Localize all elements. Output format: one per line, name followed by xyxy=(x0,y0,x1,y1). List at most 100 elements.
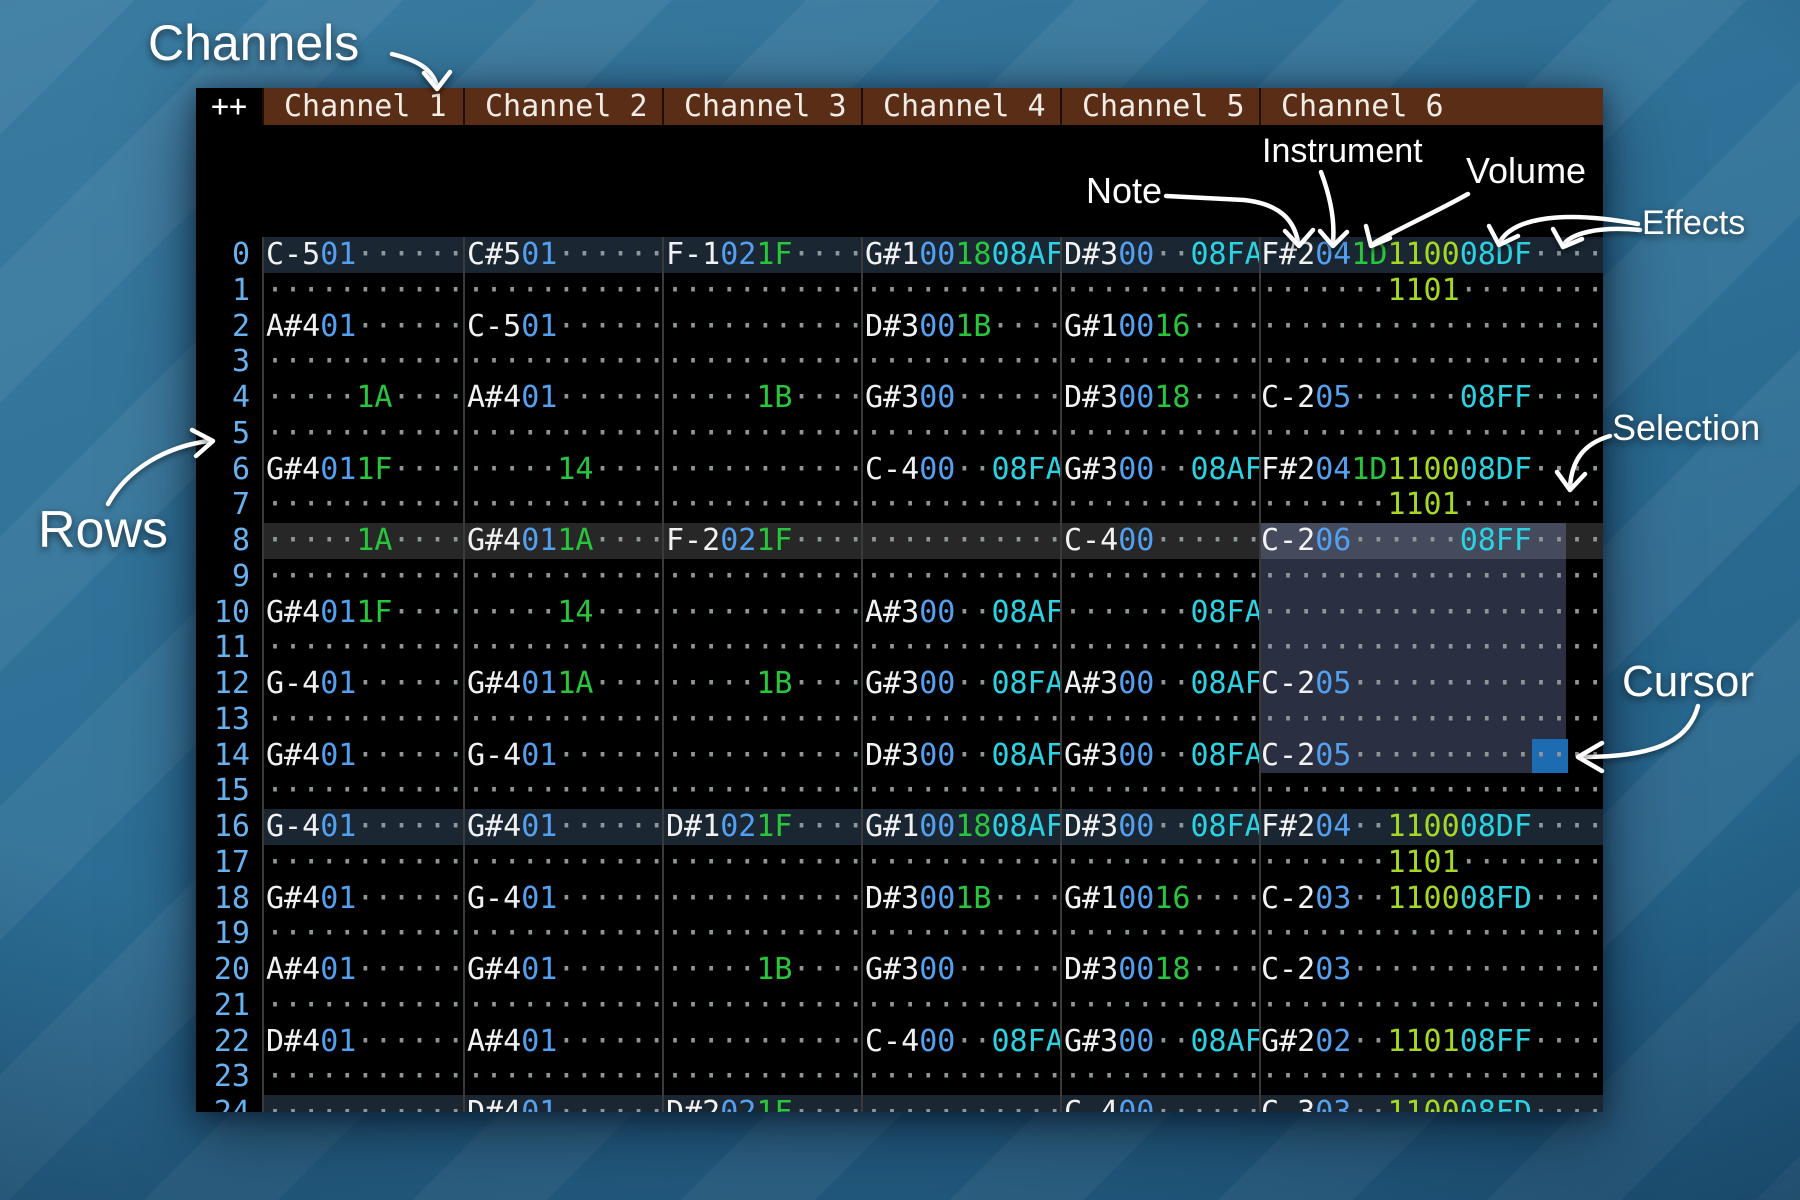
pattern-cell-ch6-row13[interactable]: ··················· xyxy=(1259,701,1603,738)
pattern-cell-ch3-row7[interactable]: ··········· xyxy=(662,487,861,523)
pattern-cell-ch3-row11[interactable]: ··········· xyxy=(662,630,861,666)
pattern-cell-ch2-row10[interactable]: ·····14···· xyxy=(463,594,662,631)
pattern-cell-ch3-row1[interactable]: ··········· xyxy=(662,272,861,309)
pattern-cell-ch2-row22[interactable]: A#401······ xyxy=(463,1023,662,1060)
pattern-cell-ch1-row9[interactable]: ··········· xyxy=(262,558,463,595)
pattern-cell-ch3-row19[interactable]: ··········· xyxy=(662,916,861,952)
pattern-cell-ch1-row15[interactable]: ··········· xyxy=(262,773,463,809)
pattern-cell-ch2-row23[interactable]: ··········· xyxy=(463,1059,662,1095)
pattern-cell-ch6-row0[interactable]: F#2041D110008DF···· xyxy=(1259,237,1603,273)
pattern-cell-ch4-row14[interactable]: D#300··08AF xyxy=(861,737,1060,774)
pattern-cell-ch3-row24[interactable]: D#2021F···· xyxy=(662,1095,861,1112)
pattern-cell-ch1-row5[interactable]: ··········· xyxy=(262,415,463,452)
pattern-cell-ch4-row13[interactable]: ··········· xyxy=(861,701,1060,738)
pattern-cell-ch4-row10[interactable]: A#300··08AF xyxy=(861,594,1060,631)
pattern-cell-ch6-row9[interactable]: ··················· xyxy=(1259,558,1603,595)
pattern-cell-ch1-row23[interactable]: ··········· xyxy=(262,1059,463,1095)
pattern-cell-ch4-row18[interactable]: D#3001B···· xyxy=(861,880,1060,917)
pattern-cell-ch1-row11[interactable]: ··········· xyxy=(262,630,463,666)
pattern-cell-ch3-row0[interactable]: F-1021F···· xyxy=(662,237,861,273)
pattern-cell-ch4-row12[interactable]: G#300··08FA xyxy=(861,666,1060,702)
pattern-cell-ch3-row18[interactable]: ··········· xyxy=(662,880,861,917)
channel-header-1[interactable]: Channel 1 xyxy=(262,88,463,125)
pattern-cell-ch3-row4[interactable]: ·····1B···· xyxy=(662,380,861,416)
pattern-cell-ch6-row3[interactable]: ··················· xyxy=(1259,344,1603,380)
pattern-cell-ch4-row3[interactable]: ··········· xyxy=(861,344,1060,380)
pattern-cell-ch1-row6[interactable]: G#4011F···· xyxy=(262,451,463,488)
pattern-cell-ch2-row21[interactable]: ··········· xyxy=(463,987,662,1024)
pattern-cell-ch6-row18[interactable]: C-203··110008FD···· xyxy=(1259,880,1603,917)
pattern-cell-ch2-row0[interactable]: C#501······ xyxy=(463,237,662,273)
pattern-cell-ch6-row4[interactable]: C-205······08FF···· xyxy=(1259,380,1603,416)
pattern-corner-cell[interactable]: ++ xyxy=(196,88,262,125)
pattern-cell-ch6-row20[interactable]: C-203·············· xyxy=(1259,952,1603,988)
pattern-cell-ch5-row1[interactable]: ··········· xyxy=(1060,272,1259,309)
pattern-cell-ch3-row2[interactable]: ··········· xyxy=(662,308,861,345)
pattern-cell-ch4-row22[interactable]: C-400··08FA xyxy=(861,1023,1060,1060)
pattern-cell-ch4-row5[interactable]: ··········· xyxy=(861,415,1060,452)
pattern-cell-ch3-row23[interactable]: ··········· xyxy=(662,1059,861,1095)
pattern-cell-ch1-row2[interactable]: A#401······ xyxy=(262,308,463,345)
channel-header-4[interactable]: Channel 4 xyxy=(861,88,1060,125)
pattern-cell-ch2-row17[interactable]: ··········· xyxy=(463,844,662,881)
pattern-cell-ch1-row13[interactable]: ··········· xyxy=(262,701,463,738)
pattern-cell-ch6-row8[interactable]: C-206······08FF···· xyxy=(1259,523,1603,559)
channel-header-2[interactable]: Channel 2 xyxy=(463,88,662,125)
pattern-cell-ch5-row5[interactable]: ··········· xyxy=(1060,415,1259,452)
pattern-cell-ch2-row18[interactable]: G-401······ xyxy=(463,880,662,917)
pattern-cell-ch5-row8[interactable]: C-400······ xyxy=(1060,523,1259,559)
pattern-cell-ch6-row17[interactable]: ·······1101········ xyxy=(1259,844,1603,881)
pattern-cell-ch3-row3[interactable]: ··········· xyxy=(662,344,861,380)
pattern-cell-ch5-row3[interactable]: ··········· xyxy=(1060,344,1259,380)
pattern-cell-ch4-row20[interactable]: G#300······ xyxy=(861,952,1060,988)
pattern-cell-ch6-row6[interactable]: F#2041D110008DF···· xyxy=(1259,451,1603,488)
pattern-cell-ch2-row8[interactable]: G#4011A···· xyxy=(463,523,662,559)
pattern-cell-ch1-row16[interactable]: G-401······ xyxy=(262,809,463,845)
pattern-cell-ch2-row24[interactable]: D#401······ xyxy=(463,1095,662,1112)
pattern-cell-ch5-row9[interactable]: ··········· xyxy=(1060,558,1259,595)
pattern-cell-ch1-row4[interactable]: ·····1A···· xyxy=(262,380,463,416)
pattern-cell-ch4-row11[interactable]: ··········· xyxy=(861,630,1060,666)
pattern-cell-ch3-row10[interactable]: ··········· xyxy=(662,594,861,631)
pattern-cell-ch4-row2[interactable]: D#3001B···· xyxy=(861,308,1060,345)
pattern-cell-ch5-row2[interactable]: G#10016···· xyxy=(1060,308,1259,345)
pattern-cell-ch5-row21[interactable]: ··········· xyxy=(1060,987,1259,1024)
pattern-cell-ch5-row22[interactable]: G#300··08AF xyxy=(1060,1023,1259,1060)
pattern-cell-ch3-row22[interactable]: ··········· xyxy=(662,1023,861,1060)
pattern-cell-ch1-row17[interactable]: ··········· xyxy=(262,844,463,881)
channel-header-3[interactable]: Channel 3 xyxy=(662,88,861,125)
pattern-cell-ch1-row18[interactable]: G#401······ xyxy=(262,880,463,917)
pattern-cell-ch3-row6[interactable]: ··········· xyxy=(662,451,861,488)
pattern-cell-ch1-row20[interactable]: A#401······ xyxy=(262,952,463,988)
pattern-cell-ch4-row23[interactable]: ··········· xyxy=(861,1059,1060,1095)
pattern-cell-ch3-row9[interactable]: ··········· xyxy=(662,558,861,595)
pattern-cell-ch6-row7[interactable]: ·······1101········ xyxy=(1259,487,1603,523)
channel-header-6[interactable]: Channel 6 xyxy=(1259,88,1603,125)
pattern-cell-ch4-row21[interactable]: ··········· xyxy=(861,987,1060,1024)
pattern-cell-ch2-row6[interactable]: ·····14···· xyxy=(463,451,662,488)
pattern-cell-ch6-row10[interactable]: ··················· xyxy=(1259,594,1603,631)
pattern-cell-ch6-row11[interactable]: ··················· xyxy=(1259,630,1603,666)
pattern-cell-ch3-row8[interactable]: F-2021F···· xyxy=(662,523,861,559)
pattern-cell-ch1-row8[interactable]: ·····1A···· xyxy=(262,523,463,559)
pattern-cell-ch5-row19[interactable]: ··········· xyxy=(1060,916,1259,952)
pattern-cell-ch6-row16[interactable]: F#204··110008DF···· xyxy=(1259,809,1603,845)
pattern-cell-ch5-row17[interactable]: ··········· xyxy=(1060,844,1259,881)
pattern-cell-ch6-row24[interactable]: C-303··110008FD···· xyxy=(1259,1095,1603,1112)
pattern-cell-ch5-row7[interactable]: ··········· xyxy=(1060,487,1259,523)
pattern-cell-ch1-row21[interactable]: ··········· xyxy=(262,987,463,1024)
pattern-cell-ch2-row2[interactable]: C-501······ xyxy=(463,308,662,345)
pattern-cell-ch5-row4[interactable]: D#30018···· xyxy=(1060,380,1259,416)
pattern-cell-ch5-row18[interactable]: G#10016···· xyxy=(1060,880,1259,917)
pattern-cell-ch5-row0[interactable]: D#300··08FA xyxy=(1060,237,1259,273)
pattern-cell-ch3-row20[interactable]: ·····1B···· xyxy=(662,952,861,988)
pattern-cell-ch5-row16[interactable]: D#300··08FA xyxy=(1060,809,1259,845)
pattern-cell-ch1-row7[interactable]: ··········· xyxy=(262,487,463,523)
pattern-cell-ch5-row14[interactable]: G#300··08FA xyxy=(1060,737,1259,774)
pattern-cell-ch4-row9[interactable]: ··········· xyxy=(861,558,1060,595)
pattern-cell-ch6-row14[interactable]: C-205·············· xyxy=(1259,737,1603,774)
pattern-cell-ch6-row19[interactable]: ··················· xyxy=(1259,916,1603,952)
pattern-cell-ch3-row15[interactable]: ··········· xyxy=(662,773,861,809)
channel-header-5[interactable]: Channel 5 xyxy=(1060,88,1259,125)
pattern-cell-ch2-row15[interactable]: ··········· xyxy=(463,773,662,809)
